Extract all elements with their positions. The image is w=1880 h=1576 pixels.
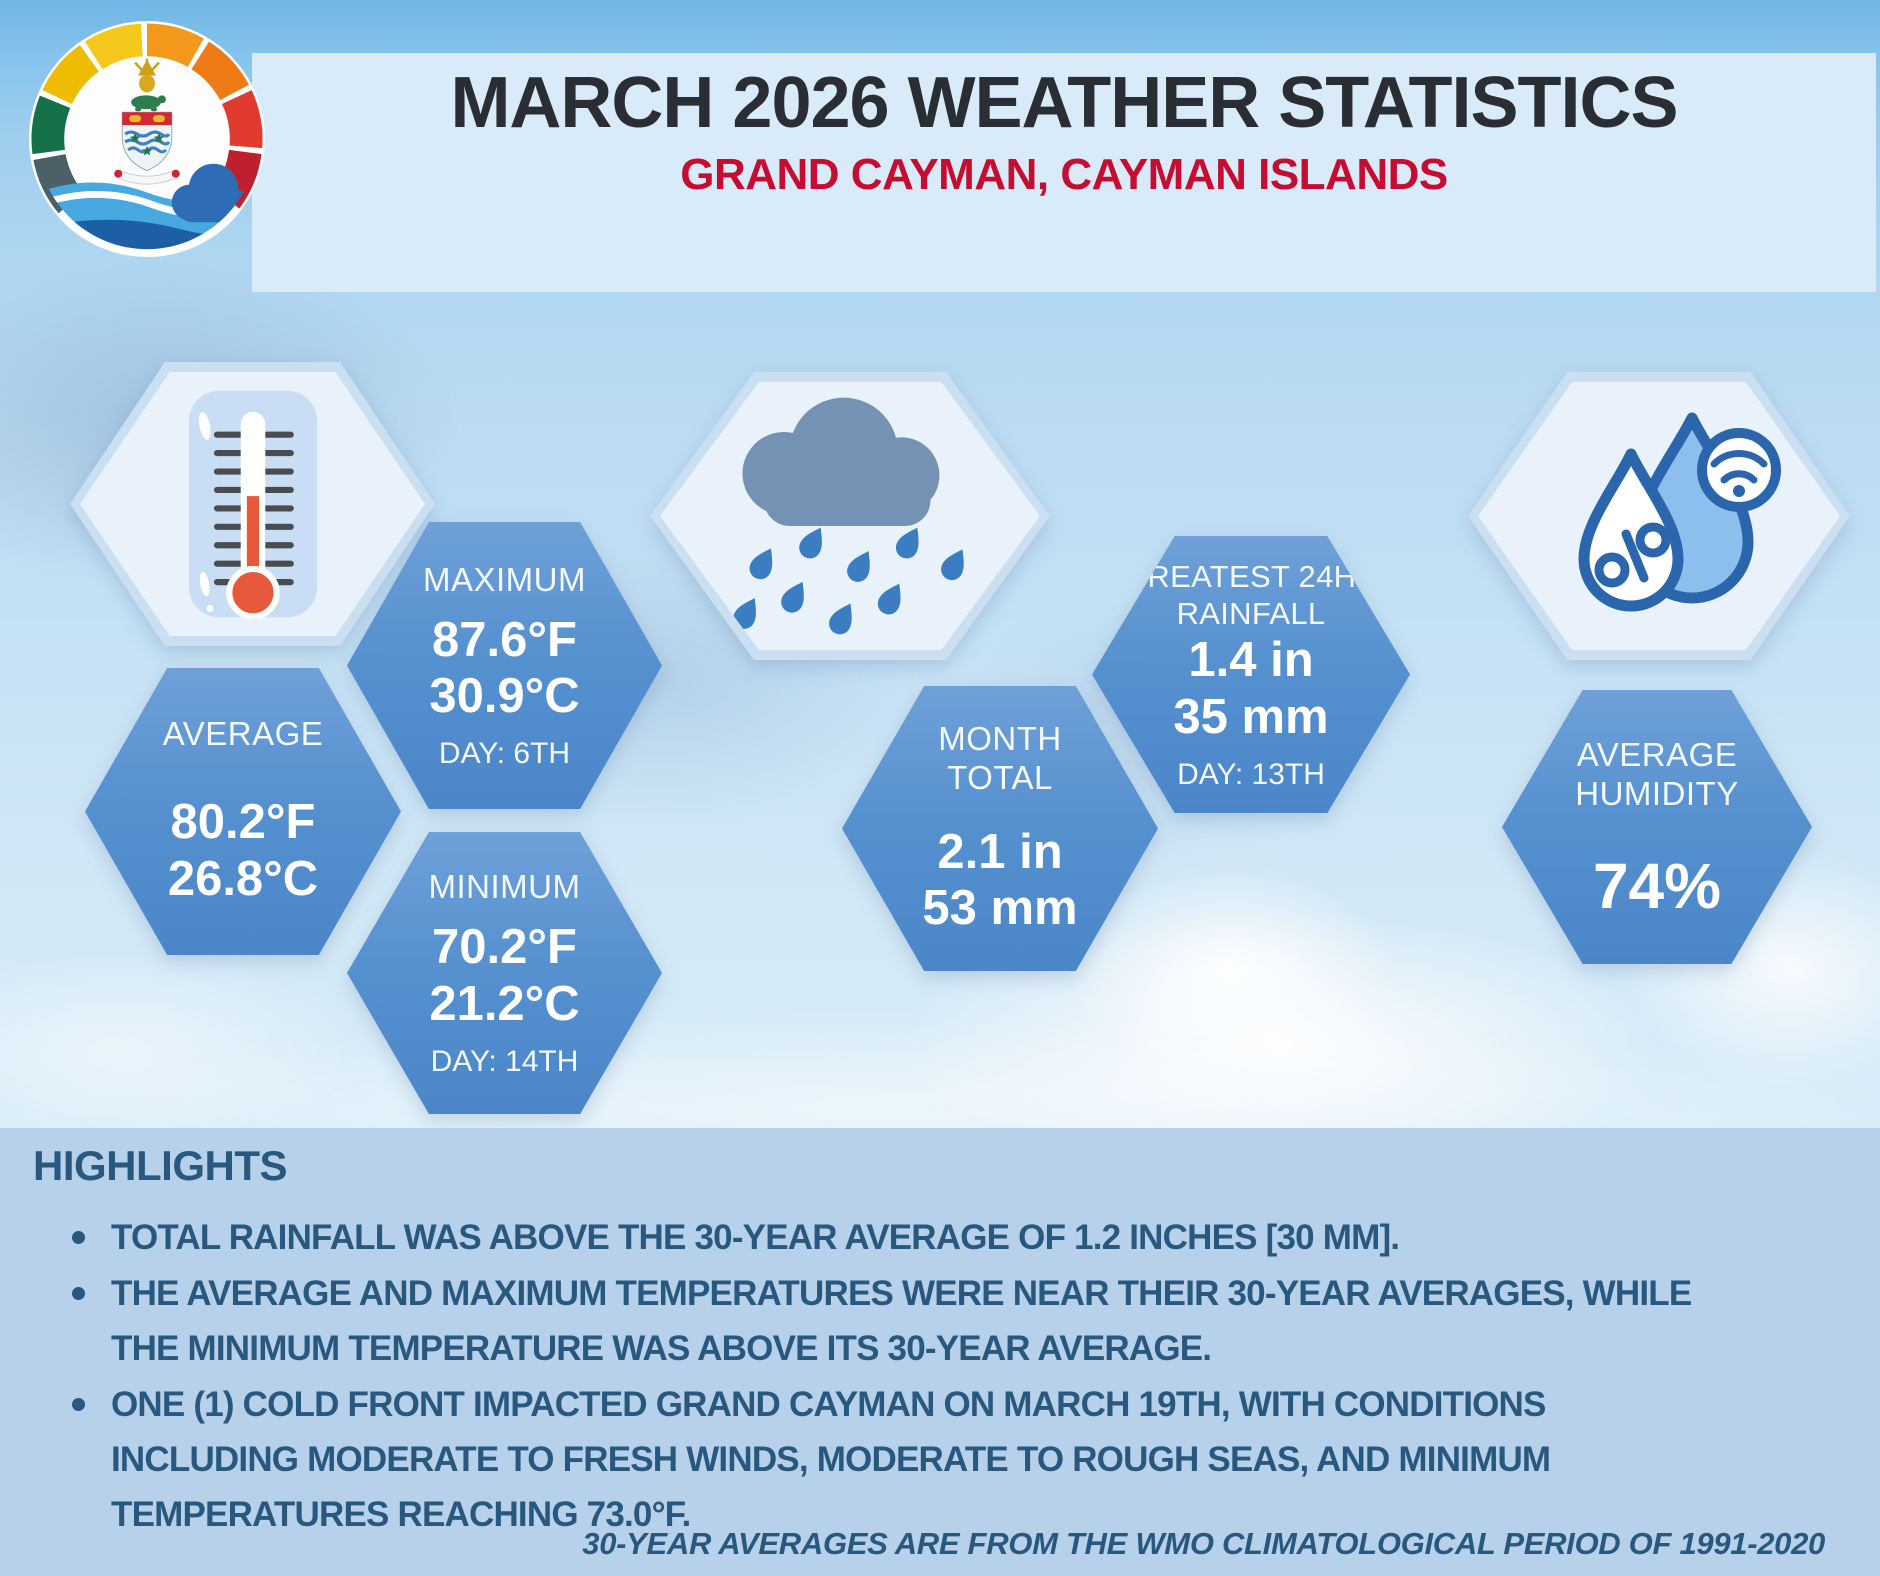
average-temperature-celsius: 26.8°C bbox=[167, 851, 319, 906]
greatest-24hr-millimeters: 35 mm bbox=[1173, 690, 1329, 745]
highlight-item: TOTAL RAINFALL WAS ABOVE THE 30-YEAR AVE… bbox=[0, 1210, 1880, 1265]
rainfall-hexagon bbox=[650, 372, 1050, 660]
highlight-line: TOTAL RAINFALL WAS ABOVE THE 30-YEAR AVE… bbox=[111, 1218, 1400, 1257]
average-humidity-hexagon: AVERAGE HUMIDITY 74% bbox=[1502, 690, 1812, 964]
average-humidity-hexagon-body: AVERAGE HUMIDITY 74% bbox=[1502, 690, 1812, 964]
rainfall-hexagon-inner bbox=[660, 382, 1040, 650]
coat-of-arms bbox=[114, 58, 180, 185]
highlights-section: HIGHLIGHTS TOTAL RAINFALL WAS ABOVE THE … bbox=[0, 1128, 1880, 1576]
average-temperature-hexagon: AVERAGE 80.2°F 26.8°C bbox=[85, 668, 401, 955]
greatest-24hr-rainfall-hexagon: GREATEST 24HR RAINFALL 1.4 in 35 mm DAY:… bbox=[1092, 536, 1410, 813]
bullet-dot-icon bbox=[72, 1231, 85, 1244]
greatest-24hr-inches: 1.4 in bbox=[1188, 633, 1314, 688]
highlight-line: INCLUDING MODERATE TO FRESH WINDS, MODER… bbox=[111, 1440, 1551, 1479]
minimum-temperature-hexagon-body: MINIMUM 70.2°F 21.2°C DAY: 14TH bbox=[347, 832, 662, 1114]
maximum-temperature-celsius: 30.9°C bbox=[429, 669, 580, 724]
header-band bbox=[252, 53, 1876, 292]
average-humidity-value: 74% bbox=[1592, 849, 1722, 922]
average-temperature-fahrenheit: 80.2°F bbox=[170, 795, 316, 850]
highlights-list: TOTAL RAINFALL WAS ABOVE THE 30-YEAR AVE… bbox=[0, 1210, 1880, 1543]
average-temperature-label: AVERAGE bbox=[162, 715, 324, 753]
humidity-hexagon-frame bbox=[1468, 372, 1850, 660]
month-total-rainfall-hexagon: MONTH TOTAL 2.1 in 53 mm bbox=[842, 686, 1158, 971]
bullet-dot-icon bbox=[72, 1398, 85, 1411]
average-humidity-label-line2: HUMIDITY bbox=[1575, 775, 1739, 812]
maximum-temperature-label: MAXIMUM bbox=[423, 560, 586, 598]
page-subtitle: GRAND CAYMAN, CAYMAN ISLANDS bbox=[680, 150, 1448, 200]
highlight-line: THE AVERAGE AND MAXIMUM TEMPERATURES WER… bbox=[111, 1274, 1692, 1313]
minimum-temperature-celsius: 21.2°C bbox=[429, 976, 580, 1031]
month-total-label-line2: TOTAL bbox=[947, 758, 1053, 796]
humidity-percent-icon bbox=[1578, 412, 1781, 612]
month-total-inches: 2.1 in bbox=[937, 824, 1063, 879]
month-total-millimeters: 53 mm bbox=[922, 881, 1078, 936]
month-total-label-line1: MONTH bbox=[938, 719, 1062, 757]
greatest-24hr-label-line1: GREATEST 24HR bbox=[1123, 558, 1379, 594]
minimum-temperature-day: DAY: 14TH bbox=[430, 1044, 579, 1078]
cayman-weather-logo-icon bbox=[28, 20, 266, 258]
minimum-temperature-hexagon: MINIMUM 70.2°F 21.2°C DAY: 14TH bbox=[347, 832, 662, 1114]
bullet-dot-icon bbox=[72, 1287, 85, 1300]
average-humidity-label-line1: AVERAGE bbox=[1576, 736, 1738, 774]
rainfall-hexagon-frame bbox=[650, 372, 1050, 660]
maximum-temperature-hexagon-body: MAXIMUM 87.6°F 30.9°C DAY: 6TH bbox=[347, 522, 662, 809]
humidity-hexagon bbox=[1468, 372, 1850, 660]
highlights-heading: HIGHLIGHTS bbox=[33, 1142, 288, 1189]
rain-cloud-icon bbox=[729, 397, 973, 639]
highlight-line: THE MINIMUM TEMPERATURE WAS ABOVE ITS 30… bbox=[111, 1329, 1212, 1368]
maximum-temperature-day: DAY: 6TH bbox=[438, 737, 571, 771]
highlight-item: ONE (1) COLD FRONT IMPACTED GRAND CAYMAN… bbox=[0, 1377, 1880, 1542]
minimum-temperature-fahrenheit: 70.2°F bbox=[432, 920, 577, 975]
highlight-item: THE AVERAGE AND MAXIMUM TEMPERATURES WER… bbox=[0, 1266, 1880, 1376]
footer-note: 30-YEAR AVERAGES ARE FROM THE WMO CLIMAT… bbox=[582, 1526, 1825, 1561]
maximum-temperature-hexagon: MAXIMUM 87.6°F 30.9°C DAY: 6TH bbox=[347, 522, 662, 809]
humidity-hexagon-inner bbox=[1478, 382, 1840, 650]
greatest-24hr-rainfall-hexagon-body: GREATEST 24HR RAINFALL 1.4 in 35 mm DAY:… bbox=[1092, 536, 1410, 813]
greatest-24hr-label-line2: RAINFALL bbox=[1176, 596, 1326, 632]
minimum-temperature-label: MINIMUM bbox=[428, 868, 581, 906]
cloud-decoration bbox=[0, 950, 360, 1150]
page-title: MARCH 2026 WEATHER STATISTICS bbox=[450, 63, 1678, 143]
thermometer-icon bbox=[188, 390, 317, 619]
maximum-temperature-fahrenheit: 87.6°F bbox=[432, 612, 577, 667]
greatest-24hr-day: DAY: 13TH bbox=[1177, 758, 1325, 792]
thermometer-hexagon bbox=[70, 362, 435, 646]
highlight-line: ONE (1) COLD FRONT IMPACTED GRAND CAYMAN… bbox=[111, 1385, 1546, 1424]
highlight-line: TEMPERATURES REACHING 73.0°F. bbox=[111, 1495, 691, 1534]
